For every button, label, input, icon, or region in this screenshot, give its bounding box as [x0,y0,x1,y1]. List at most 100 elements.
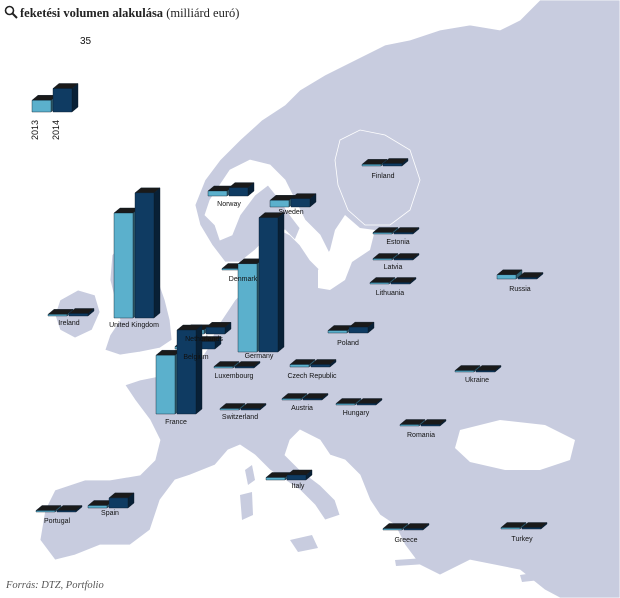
bar-2013-sweden-front [269,200,290,208]
bar-2014-portugal-front [56,510,77,513]
bar-2013-czech-republic [289,359,316,368]
bar-2013-latvia [372,253,399,261]
bar-2013-poland [327,325,354,334]
bar-pair-romania [399,419,447,427]
map-title: feketési volumen alakulása (milliárd eur… [20,6,239,21]
bar-2013-finland-front [361,164,382,167]
country-label-lithuania: Lithuania [375,290,405,297]
country-label-sweden: Sweden [278,209,304,216]
bar-2013-ukraine-front [454,370,475,373]
bar-2013-norway-front [207,190,228,197]
bar-2013-estonia-front [372,232,393,235]
country-label-spain: Spain [101,510,119,517]
bar-2014-italy-front [286,474,307,481]
bar-pair-switzerland [219,403,267,411]
country-label-germany: Germany [244,353,274,360]
bar-2014-united-kingdom-front [134,192,155,319]
bar-2014-germany [258,212,285,353]
bar-pair-hungary [335,398,383,406]
bar-pair-austria [281,393,329,401]
bar-2013-hungary-front [335,403,356,406]
bar-2014-finland-front [382,163,403,167]
bar-pair-norway [207,182,255,197]
bar-2014-legend-front [52,88,73,113]
corsica-shape [245,465,255,485]
bar-2014-luxembourg [234,361,261,369]
sicily-shape [290,535,318,552]
bar-2013-greece-front [382,528,403,531]
bar-2014-united-kingdom-side [153,187,161,319]
bar-pair-sweden [269,193,317,208]
cyprus-shape [520,572,540,582]
legend-year-2013: 2013 [30,119,40,140]
bar-2014-spain-front [108,497,129,509]
bar-2014-ireland-front [68,313,89,317]
bar-2014-czech-republic [310,359,337,368]
bar-2013-ukraine [454,365,481,373]
bar-2013-lithuania-front [369,282,390,285]
bar-2014-poland-front [348,326,369,334]
title-bold: feketési volumen alakulása [20,6,164,20]
legend-max-label: 35 [80,36,92,47]
bar-2013-russia [496,269,523,280]
bar-2013-united-kingdom-front [113,212,134,319]
bar-2013-poland-front [327,330,348,334]
bar-2013-austria [281,393,308,401]
country-label-italy: Italy [291,483,305,490]
bar-2013-greece [382,523,409,531]
country-label-russia: Russia [509,286,531,293]
bar-pair-united-kingdom [113,187,161,319]
sardinia-shape [240,492,253,520]
bar-2014-turkey [521,522,548,530]
bars-layer [31,83,548,531]
bar-2014-austria [302,393,329,401]
bar-2014-ukraine-front [475,370,496,373]
country-label-switzerland: Switzerland [221,414,259,421]
bar-pair-germany [237,212,285,353]
bar-2014-estonia [393,227,420,235]
country-label-hungary: Hungary [342,410,370,417]
bar-2014-sweden [290,193,317,208]
magnifier-icon [4,5,18,19]
black-sea-shape [455,420,575,470]
bar-2014-romania [420,419,447,427]
bar-2013-germany-front [237,263,258,353]
bar-2013-russia-front [496,274,517,280]
bar-2014-france [176,324,203,415]
bar-2013-italy-front [265,477,286,481]
country-label-netherlands: Netherlands [185,336,223,343]
bar-2014-portugal [56,505,83,513]
bar-2013-latvia-front [372,258,393,261]
bar-2014-greece-front [403,528,424,531]
bar-2014-ireland [68,308,95,317]
bar-2014-latvia-front [393,258,414,261]
bar-2014-germany-front [258,217,279,353]
baltic-sea-shape [318,215,375,290]
bar-2014-norway-front [228,187,249,197]
bar-2013-turkey [500,522,527,530]
bar-2014-netherlands [205,321,232,335]
bar-pair-greece [382,523,430,531]
bar-2013-turkey-front [500,527,521,530]
bar-2014-latvia [393,253,420,261]
country-label-poland: Poland [337,340,359,347]
bar-2013-czech-republic-front [289,364,310,368]
bar-2014-switzerland-front [240,408,261,411]
bar-2014-ukraine [475,365,502,373]
country-label-luxembourg: Luxembourg [214,373,254,380]
bar-pair-france [155,324,203,415]
title-unit: (milliárd euró) [166,6,240,20]
bar-2013-lithuania [369,277,396,285]
bar-pair-legend [31,83,79,113]
bar-2013-switzerland-front [219,408,240,411]
bar-2013-luxembourg [213,361,240,369]
bar-2014-spain [108,492,135,509]
bar-2014-switzerland [240,403,267,411]
bar-2014-russia-front [517,277,538,280]
bar-2014-sweden-front [290,198,311,208]
country-label-austria: Austria [291,405,313,412]
country-label-united-kingdom: United Kingdom [109,322,159,329]
bar-2014-france-front [176,329,197,415]
